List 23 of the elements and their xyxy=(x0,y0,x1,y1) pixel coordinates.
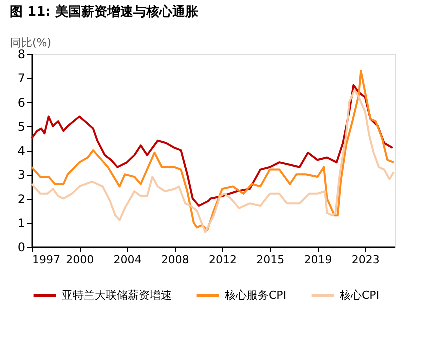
y-axis-title: 同比(%) xyxy=(10,36,52,50)
line-series xyxy=(31,84,394,207)
y-tick-label: 1 xyxy=(18,216,26,230)
legend-label: 亚特兰大联储薪资增速 xyxy=(62,289,172,302)
x-tick-label: 2000 xyxy=(66,254,94,266)
legend-label: 核心CPI xyxy=(339,289,380,302)
y-tick-label: 5 xyxy=(18,120,26,134)
y-tick-label: 0 xyxy=(18,240,26,254)
x-tick-label: 2015 xyxy=(256,254,285,266)
chart-title: 图 11: 美国薪资增速与核心通胀 xyxy=(10,4,200,20)
x-tick-label: 2012 xyxy=(208,254,237,266)
legend-label: 核心服务CPI xyxy=(224,289,287,302)
x-tick-label: 1997 xyxy=(32,254,60,266)
y-tick-label: 4 xyxy=(18,144,26,158)
x-tick-label: 2004 xyxy=(114,254,142,266)
y-tick-label: 8 xyxy=(18,48,26,62)
y-tick-label: 6 xyxy=(18,96,26,110)
x-tick-label: 2023 xyxy=(352,254,380,266)
x-tick-label: 2008 xyxy=(161,254,190,266)
x-tick-label: 2019 xyxy=(304,254,332,266)
y-tick-label: 2 xyxy=(18,192,26,206)
y-tick-label: 3 xyxy=(18,168,26,182)
y-tick-label: 7 xyxy=(18,72,26,86)
